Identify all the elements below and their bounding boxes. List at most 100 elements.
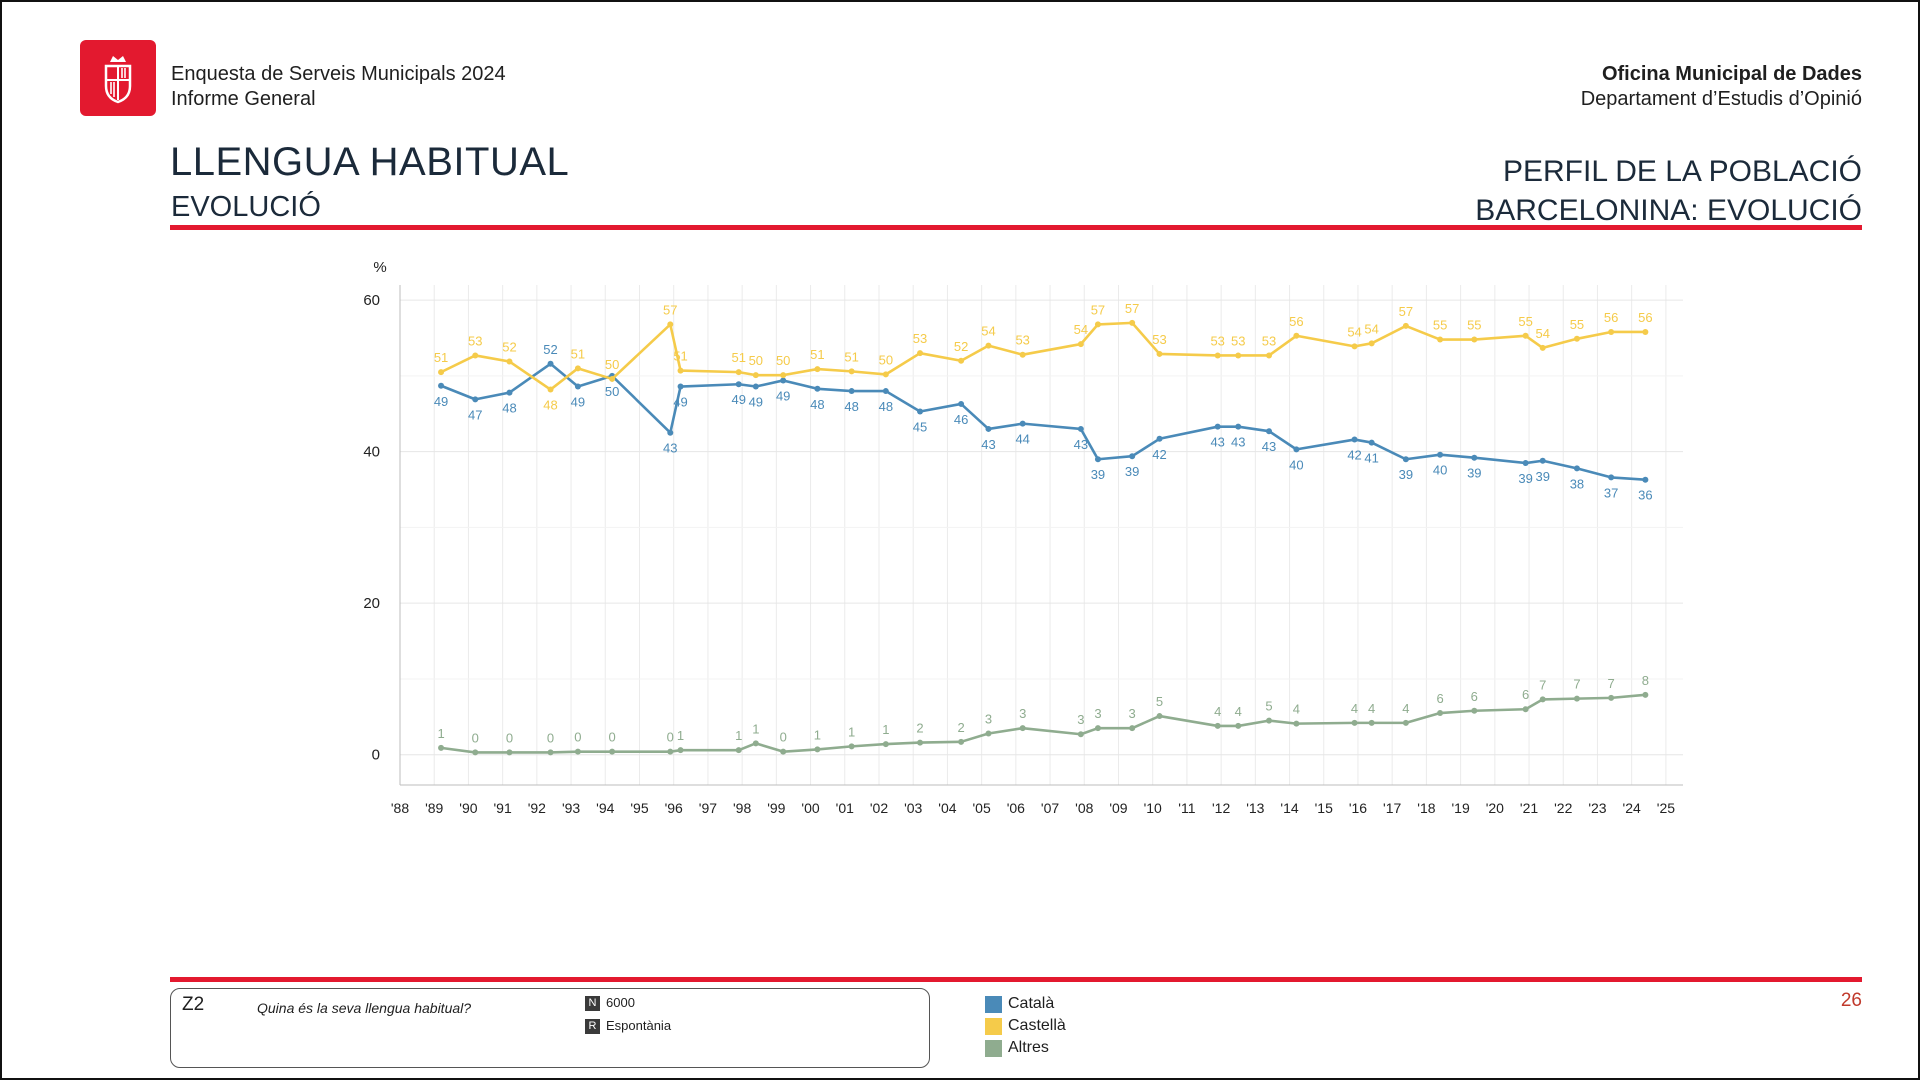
data-point	[985, 730, 992, 737]
data-label: 53	[1152, 332, 1166, 347]
data-label: 55	[1518, 314, 1532, 329]
data-label: 0	[574, 730, 581, 745]
data-label: 4	[1402, 701, 1409, 716]
data-point	[882, 388, 889, 395]
data-label: 4	[1351, 701, 1358, 716]
legend-item-castella: Castellà	[985, 1015, 1066, 1037]
data-label: 50	[749, 353, 763, 368]
data-point	[882, 741, 889, 748]
x-tick-label: '96	[665, 800, 683, 816]
x-tick-label: '91	[494, 800, 512, 816]
data-label: 49	[731, 392, 745, 407]
data-point	[547, 386, 554, 393]
data-point	[1019, 420, 1026, 427]
data-label: 50	[879, 352, 893, 367]
data-point	[882, 371, 889, 378]
data-label: 1	[437, 726, 444, 741]
x-tick-label: '88	[391, 800, 409, 816]
data-label: 5	[1265, 699, 1272, 714]
data-label: 42	[1347, 448, 1361, 463]
data-point	[735, 747, 742, 754]
data-point	[1094, 321, 1101, 328]
x-tick-label: '23	[1588, 800, 1606, 816]
data-point	[1539, 344, 1546, 351]
data-point	[1077, 731, 1084, 738]
section-title-line2: BARCELONINA: EVOLUCIÓ	[1475, 194, 1862, 227]
x-tick-label: '93	[562, 800, 580, 816]
data-point	[472, 749, 479, 756]
x-tick-label: '06	[1007, 800, 1025, 816]
data-label: 0	[780, 730, 787, 745]
legend-label: Castellà	[1008, 1017, 1066, 1034]
data-point	[1266, 428, 1273, 435]
data-point	[985, 342, 992, 349]
data-label: 49	[749, 395, 763, 410]
x-tick-label: '00	[801, 800, 819, 816]
data-label: 52	[502, 340, 516, 355]
data-label: 0	[667, 730, 674, 745]
data-point	[1368, 439, 1375, 446]
data-point	[752, 383, 759, 390]
series-line-altres	[440, 693, 1646, 754]
data-point	[667, 748, 674, 755]
page-subtitle: EVOLUCIÓ	[171, 191, 321, 223]
x-tick-label: '09	[1109, 800, 1127, 816]
data-point	[1368, 719, 1375, 726]
data-point	[1642, 691, 1649, 698]
data-point	[1368, 340, 1375, 347]
data-label: 54	[1364, 321, 1378, 336]
data-label: 52	[543, 342, 557, 357]
data-label: 36	[1638, 488, 1652, 503]
data-label: 0	[472, 730, 479, 745]
data-label: 1	[735, 728, 742, 743]
footer-divider	[170, 977, 1862, 982]
data-point	[958, 400, 965, 407]
data-label: 53	[1210, 333, 1224, 348]
data-point	[667, 429, 674, 436]
data-point	[1214, 722, 1221, 729]
data-point	[1235, 352, 1242, 359]
x-tick-label: '08	[1075, 800, 1093, 816]
x-tick-label: '20	[1486, 800, 1504, 816]
data-point	[574, 383, 581, 390]
r-badge: R	[585, 1019, 600, 1035]
data-label: 46	[954, 412, 968, 427]
data-label: 38	[1570, 476, 1584, 491]
data-point	[1608, 694, 1615, 701]
data-label: 39	[1535, 469, 1549, 484]
data-label: 3	[1094, 706, 1101, 721]
data-label: 1	[677, 728, 684, 743]
data-label: 6	[1471, 689, 1478, 704]
data-point	[1608, 328, 1615, 335]
x-tick-label: '16	[1349, 800, 1367, 816]
data-point	[1266, 352, 1273, 359]
data-point	[472, 352, 479, 359]
data-label: 43	[981, 437, 995, 452]
data-point	[1094, 725, 1101, 732]
data-label: 3	[1019, 706, 1026, 721]
data-label: 44	[1015, 432, 1029, 447]
data-point	[780, 748, 787, 755]
data-point	[1235, 423, 1242, 430]
y-axis-label: %	[373, 259, 386, 276]
data-label: 37	[1604, 485, 1618, 500]
data-point	[735, 381, 742, 388]
data-label: 48	[879, 399, 893, 414]
data-label: 4	[1293, 702, 1300, 717]
data-point	[506, 358, 513, 365]
x-tick-label: '03	[904, 800, 922, 816]
data-label: 56	[1604, 310, 1618, 325]
data-label: 50	[605, 357, 619, 372]
data-point	[1522, 706, 1529, 713]
data-point	[958, 738, 965, 745]
data-point	[547, 749, 554, 756]
data-point	[1214, 352, 1221, 359]
barcelona-logo	[80, 40, 156, 116]
x-tick-label: '02	[870, 800, 888, 816]
sample-size: N 6000	[585, 995, 635, 1012]
data-point	[547, 360, 554, 367]
data-point	[848, 743, 855, 750]
data-point	[917, 408, 924, 415]
data-point	[1522, 460, 1529, 467]
data-label: 53	[1262, 333, 1276, 348]
